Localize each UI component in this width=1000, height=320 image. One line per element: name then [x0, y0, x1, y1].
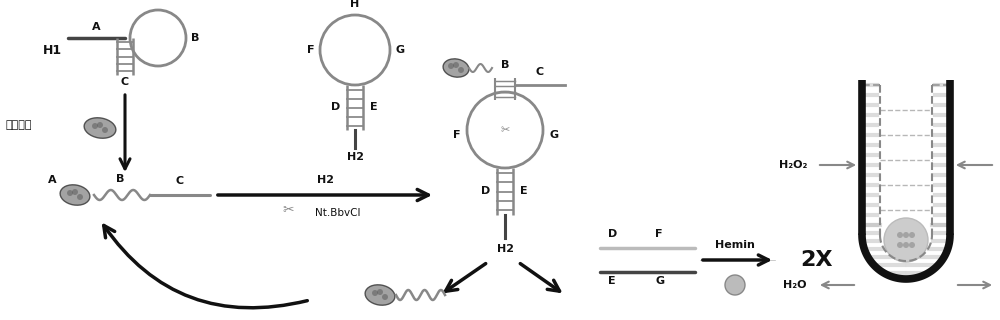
Text: ✂: ✂ — [282, 203, 294, 217]
Text: G: G — [395, 45, 404, 55]
Circle shape — [725, 275, 745, 295]
Circle shape — [903, 242, 909, 248]
Circle shape — [77, 194, 83, 200]
Circle shape — [92, 123, 98, 129]
Circle shape — [897, 242, 903, 248]
Text: E: E — [520, 186, 528, 196]
Ellipse shape — [365, 285, 395, 305]
Text: G: G — [549, 130, 558, 140]
Ellipse shape — [443, 59, 469, 77]
Text: D: D — [331, 102, 340, 112]
Text: E: E — [608, 276, 616, 286]
Text: Nt.BbvCI: Nt.BbvCI — [315, 208, 360, 218]
Text: B: B — [501, 60, 509, 70]
Circle shape — [448, 63, 454, 69]
Text: D: D — [481, 186, 490, 196]
Text: ✂: ✂ — [500, 125, 510, 135]
Text: H₂O₂: H₂O₂ — [779, 160, 807, 170]
Text: H: H — [350, 0, 360, 9]
Text: Hemin: Hemin — [715, 240, 755, 250]
Text: B: B — [116, 174, 124, 184]
Circle shape — [453, 62, 459, 68]
Circle shape — [903, 232, 909, 238]
Circle shape — [909, 242, 915, 248]
Circle shape — [377, 289, 383, 295]
Circle shape — [458, 67, 464, 73]
Text: H1: H1 — [42, 44, 62, 57]
Text: D: D — [608, 229, 617, 239]
Text: 2X: 2X — [800, 250, 832, 270]
Text: H2: H2 — [496, 244, 514, 254]
Ellipse shape — [84, 118, 116, 138]
Circle shape — [97, 122, 103, 128]
Text: A: A — [48, 175, 56, 185]
Text: C: C — [536, 67, 544, 77]
Text: A: A — [92, 22, 100, 32]
Text: F: F — [655, 229, 662, 239]
Circle shape — [909, 232, 915, 238]
Text: G: G — [655, 276, 664, 286]
Circle shape — [382, 294, 388, 300]
Text: B: B — [191, 33, 199, 43]
Circle shape — [372, 290, 378, 296]
Ellipse shape — [60, 185, 90, 205]
Text: F: F — [308, 45, 315, 55]
Text: C: C — [176, 176, 184, 186]
Circle shape — [102, 127, 108, 133]
Text: 沙门氏菌: 沙门氏菌 — [5, 120, 32, 130]
Text: H2: H2 — [316, 175, 334, 185]
Circle shape — [897, 232, 903, 238]
Circle shape — [884, 218, 928, 262]
Text: F: F — [454, 130, 461, 140]
Text: E: E — [370, 102, 378, 112]
Circle shape — [72, 189, 78, 195]
Text: C: C — [121, 77, 129, 87]
Text: H₂O: H₂O — [784, 280, 807, 290]
Circle shape — [67, 190, 73, 196]
Text: H2: H2 — [347, 152, 364, 162]
